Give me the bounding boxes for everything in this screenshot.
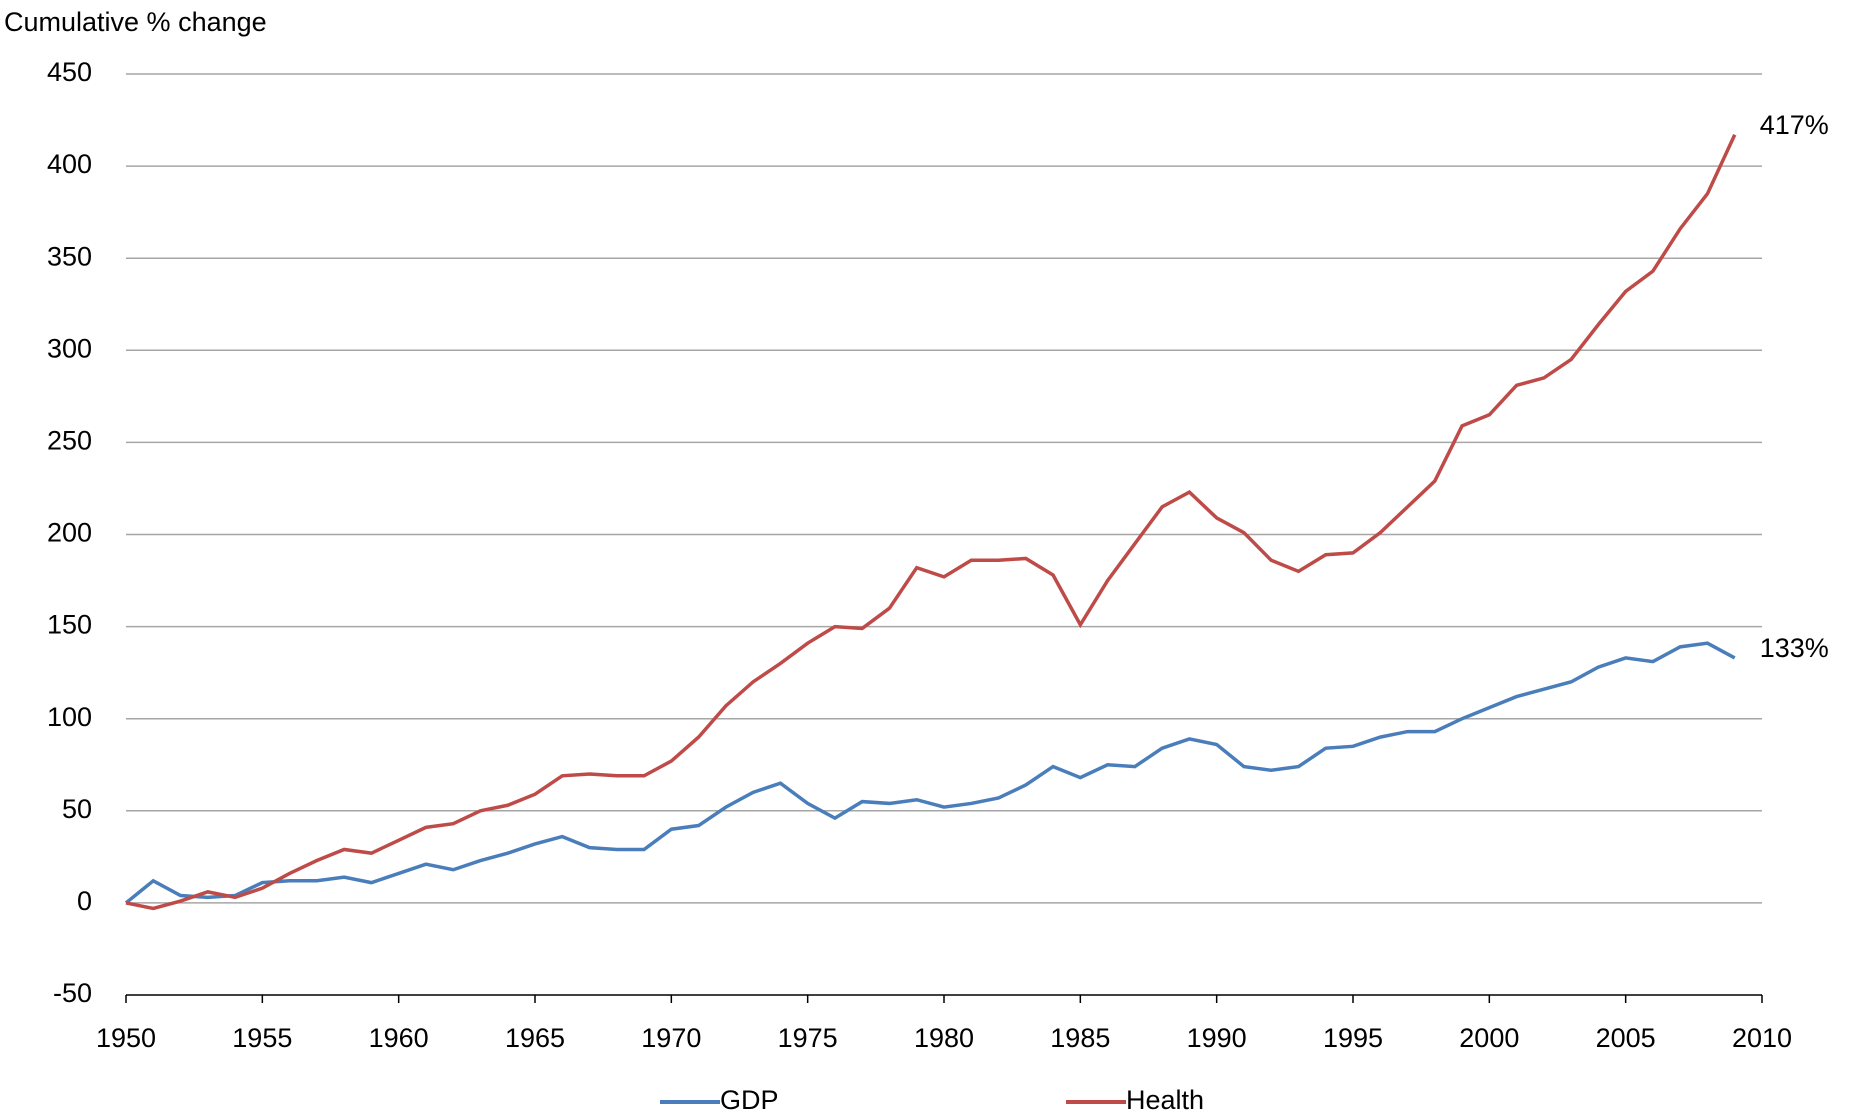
y-tick-label: 300 — [47, 333, 92, 363]
x-tick-label: 1985 — [1050, 1023, 1110, 1053]
y-tick-label: 100 — [47, 702, 92, 732]
y-tick-label: 200 — [47, 518, 92, 548]
y-axis-label: Cumulative % change — [4, 7, 267, 37]
x-tick-label: 1970 — [641, 1023, 701, 1053]
x-tick-label: 1980 — [914, 1023, 974, 1053]
y-tick-label: 400 — [47, 149, 92, 179]
x-tick-label: 2010 — [1732, 1023, 1792, 1053]
x-tick-label: 1950 — [96, 1023, 156, 1053]
data-label: 133% — [1760, 633, 1829, 663]
y-tick-label: 450 — [47, 57, 92, 87]
x-tick-label: 1965 — [505, 1023, 565, 1053]
y-tick-label: 0 — [77, 886, 92, 916]
x-tick-label: 1995 — [1323, 1023, 1383, 1053]
legend-label: GDP — [720, 1085, 779, 1115]
y-tick-label: -50 — [53, 978, 92, 1008]
y-tick-label: 350 — [47, 241, 92, 271]
x-tick-label: 1975 — [778, 1023, 838, 1053]
legend-label: Health — [1126, 1085, 1204, 1115]
data-label: 417% — [1760, 110, 1829, 140]
x-tick-label: 1990 — [1187, 1023, 1247, 1053]
series-line — [125, 134, 1737, 911]
y-tick-label: 50 — [62, 794, 92, 824]
series-line — [124, 641, 1736, 905]
x-tick-label: 1960 — [369, 1023, 429, 1053]
y-tick-label: 150 — [47, 610, 92, 640]
x-tick-label: 2005 — [1596, 1023, 1656, 1053]
x-tick-label: 2000 — [1459, 1023, 1519, 1053]
x-tick-label: 1955 — [232, 1023, 292, 1053]
y-tick-label: 250 — [47, 426, 92, 456]
